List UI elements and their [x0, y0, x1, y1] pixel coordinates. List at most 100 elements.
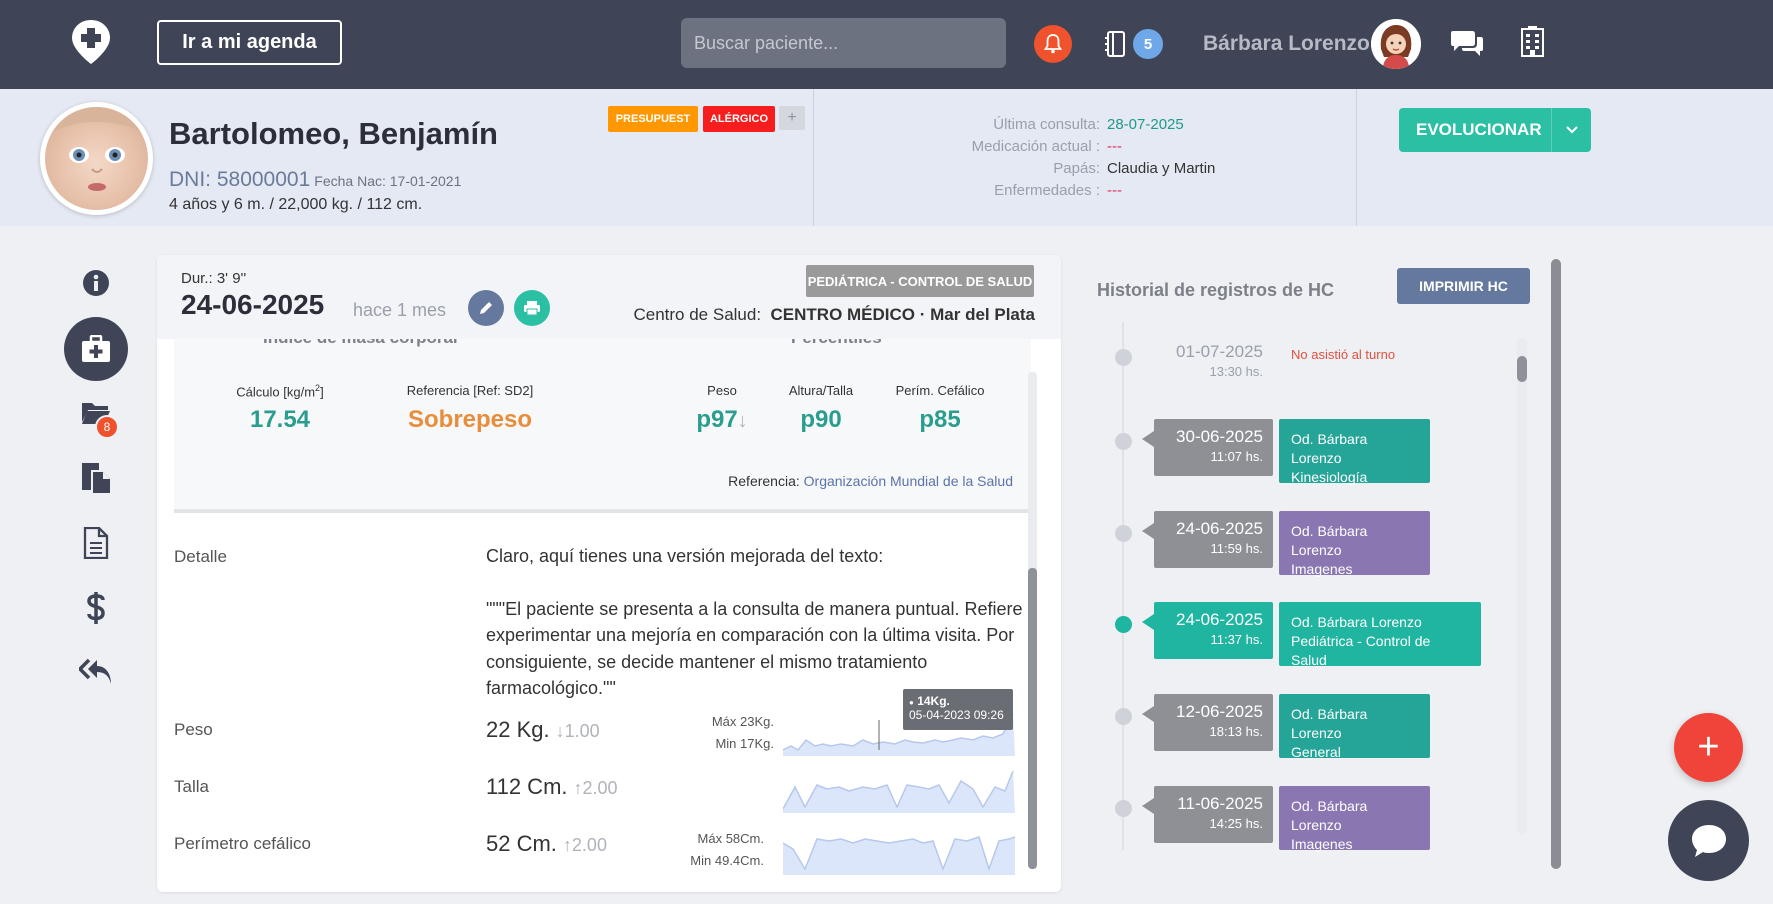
arrow-down-icon: ↓ — [555, 721, 565, 741]
centro-label: Centro de Salud: — [633, 305, 762, 324]
timeline-entry-card[interactable]: Od. Bárbara Lorenzo General — [1279, 694, 1430, 760]
centro-de-salud: Centro de Salud: CENTRO MÉDICO · Mar del… — [633, 305, 1035, 325]
perimetro-value: 52 Cm. ↑2.00 — [486, 831, 607, 857]
notes-count-badge: 5 — [1133, 29, 1163, 59]
document-icon[interactable] — [64, 511, 128, 575]
search-patient-input[interactable]: Buscar paciente... — [681, 18, 1006, 68]
notifications-bell-icon[interactable] — [1034, 25, 1072, 63]
user-avatar[interactable] — [1371, 19, 1421, 69]
evolucionar-button[interactable]: EVOLUCIONAR — [1399, 108, 1591, 152]
tag-presupuesto[interactable]: PRESUPUEST — [608, 106, 698, 132]
arrow-up-icon: ↑ — [562, 835, 572, 855]
arrow-up-icon: ↑ — [573, 778, 583, 798]
timeline-entry-card[interactable]: Od. Bárbara Lorenzo Imagenes — [1279, 786, 1430, 852]
referencia-value: Sobrepeso — [407, 406, 533, 433]
dni-value: DNI: 58000001 — [169, 168, 311, 191]
chevron-down-icon[interactable] — [1551, 108, 1591, 152]
historial-scrollbar[interactable] — [1517, 338, 1527, 834]
peso-label: Peso — [174, 720, 213, 739]
timeline-entry-date[interactable]: 12-06-2025 18:13 hs. — [1142, 694, 1273, 751]
entry-date: 12-06-2025 — [1176, 702, 1263, 721]
perimetro-max: Máx 58Cm. — [697, 831, 764, 846]
perimetro-sparkline[interactable] — [783, 829, 1015, 875]
medical-kit-icon[interactable] — [64, 317, 128, 381]
altura-percentil-value: p90 — [800, 406, 842, 433]
consulta-type-badge: PEDIÁTRICA - CONTROL DE SALUD — [806, 265, 1034, 297]
imc-heading: Índice de masa corporal — [263, 339, 458, 348]
logo-icon[interactable] — [70, 18, 112, 66]
notebook-icon[interactable] — [1105, 30, 1127, 58]
timeline-entry-card[interactable]: Od. Bárbara Lorenzo Imagenes — [1279, 511, 1430, 577]
talla-sparkline[interactable] — [783, 767, 1015, 813]
ref-org-link[interactable]: Organización Mundial de la Salud — [803, 473, 1013, 489]
calculo-label-close: ] — [320, 384, 324, 400]
documents-copy-icon[interactable] — [64, 446, 128, 510]
peso-min: Min 17Kg. — [715, 736, 774, 751]
perim-percentil-value: p85 — [919, 406, 961, 433]
user-name[interactable]: Bárbara Lorenzo — [1203, 32, 1370, 55]
print-icon[interactable] — [514, 290, 550, 326]
entry-doctor: Od. Bárbara Lorenzo — [1291, 431, 1368, 466]
add-fab-button[interactable]: + — [1674, 713, 1743, 782]
card-scrollbar-thumb[interactable] — [1028, 568, 1037, 869]
tag-alergico[interactable]: ALÉRGICO — [703, 106, 775, 132]
folder-icon[interactable] — [64, 381, 128, 445]
centro-value: CENTRO MÉDICO · Mar del Plata — [770, 305, 1035, 324]
page-scrollbar-thumb[interactable] — [1551, 259, 1561, 869]
info-papas: Papás: Claudia y Martin — [835, 160, 1215, 177]
chat-bubble-icon[interactable] — [1668, 800, 1749, 881]
calculo-value: 17.54 — [249, 406, 311, 433]
reply-all-icon[interactable] — [64, 640, 128, 704]
timeline-entry-date[interactable]: 24-06-2025 11:59 hs. — [1142, 511, 1273, 568]
entry-hour: 14:25 hs. — [1209, 816, 1264, 831]
historial-scrollbar-thumb[interactable] — [1517, 356, 1527, 382]
consulta-card: Dur.: 3' 9'' 24-06-2025 hace 1 mes PEDIÁ… — [157, 255, 1061, 892]
entry-date: 30-06-2025 — [1176, 427, 1263, 446]
building-icon[interactable] — [1520, 26, 1545, 58]
info-label: Medicación actual : — [971, 138, 1100, 155]
imprimir-hc-button[interactable]: IMPRIMIR HC — [1397, 268, 1530, 304]
timeline-entry-date[interactable]: 11-06-2025 14:25 hs. — [1142, 786, 1273, 843]
timeline-entry-date[interactable]: 30-06-2025 11:07 hs. — [1142, 419, 1273, 476]
timeline-entry-card[interactable]: Od. Bárbara Lorenzo Kinesiología — [1279, 419, 1430, 485]
tooltip-value: 14Kg. — [917, 694, 950, 708]
peso-percentil-value: p97↓ — [672, 406, 772, 434]
calculo-label-text: Cálculo [kg/m — [236, 384, 316, 400]
info-icon[interactable] — [64, 251, 128, 315]
add-tag-button[interactable]: + — [779, 106, 805, 130]
perimetro-min: Min 49.4Cm. — [690, 853, 764, 868]
timeline-entry-missed[interactable]: 01-07-2025 13:30 hs. — [1150, 342, 1263, 379]
card-scrollbar[interactable] — [1028, 372, 1037, 869]
peso-sparkline[interactable] — [783, 710, 1015, 756]
entry-type: Imagenes — [1291, 561, 1353, 577]
talla-delta: ↑2.00 — [574, 778, 618, 798]
timeline-dot-active — [1115, 616, 1132, 633]
entry-hour: 11:07 hs. — [1210, 449, 1263, 464]
arrow-down-icon: ↓ — [737, 410, 748, 432]
edit-pencil-icon[interactable] — [468, 290, 504, 326]
perimetro-value-text: 52 Cm. — [486, 831, 557, 856]
timeline-entry-date-active[interactable]: 24-06-2025 11:37 hs. — [1142, 602, 1273, 659]
entry-type: General — [1291, 744, 1341, 760]
birth-date: Fecha Nac: 17-01-2021 — [314, 173, 462, 189]
timeline-dot — [1115, 525, 1132, 542]
timeline-dot — [1115, 708, 1132, 725]
detalle-text: Claro, aquí tienes una versión mejorada … — [486, 543, 1031, 702]
patient-photo[interactable] — [40, 102, 153, 215]
chat-icon[interactable] — [1450, 28, 1484, 58]
perim-percentil-label: Perím. Cefálico — [895, 383, 985, 398]
talla-label: Talla — [174, 777, 209, 796]
entry-hour: 11:59 hs. — [1210, 541, 1263, 556]
consulta-relative-time: hace 1 mes — [353, 300, 447, 320]
timeline-entry-card-active[interactable]: Od. Bárbara Lorenzo Pediátrica - Control… — [1279, 602, 1481, 668]
page-scrollbar[interactable] — [1551, 259, 1561, 869]
dollar-icon[interactable] — [64, 576, 128, 640]
info-value: Claudia y Martin — [1107, 160, 1216, 177]
detalle-label: Detalle — [174, 547, 227, 566]
top-bar: Ir a mi agenda Buscar paciente... 5 Bárb… — [0, 0, 1773, 89]
folder-count-badge: 8 — [95, 415, 119, 439]
historial-title: Historial de registros de HC — [1097, 280, 1335, 300]
patient-dni: DNI: 58000001 Fecha Nac: 17-01-2021 — [169, 168, 461, 192]
go-to-agenda-button[interactable]: Ir a mi agenda — [157, 20, 342, 65]
evolucionar-label: EVOLUCIONAR — [1416, 120, 1542, 139]
